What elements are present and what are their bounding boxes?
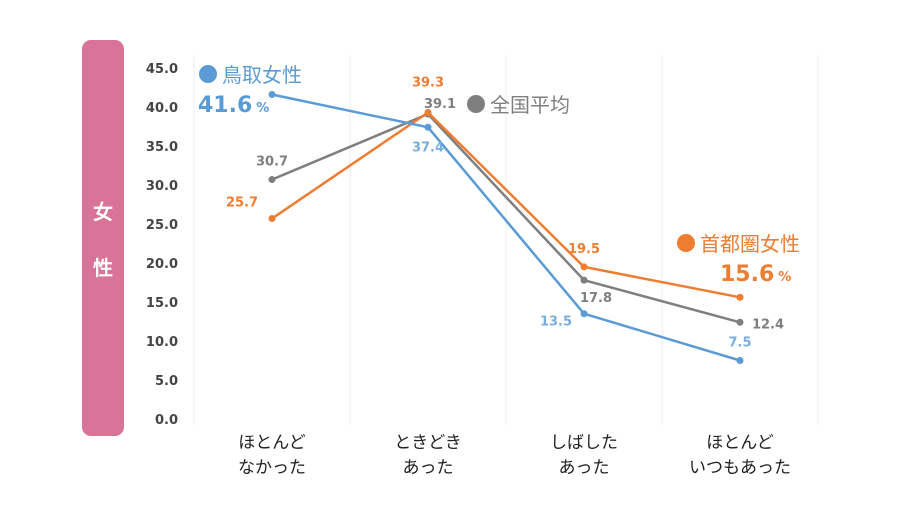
data-label-national: 12.4 <box>752 317 784 332</box>
category-label: あった <box>403 458 454 478</box>
legend-label-national: 全国平均 <box>490 93 570 117</box>
y-tick-label: 5.0 <box>155 374 178 389</box>
legend-dot-tottori <box>199 65 217 83</box>
data-point-national <box>580 276 588 284</box>
y-tick-label: 45.0 <box>146 62 178 77</box>
data-point-tottori <box>424 123 432 131</box>
category-label: しばした <box>550 433 618 453</box>
side-label-char: 女 <box>93 200 113 224</box>
category-label: ほとんど <box>706 433 774 453</box>
category-label: ほとんど <box>238 433 306 453</box>
category-label: あった <box>559 458 610 478</box>
data-point-national <box>268 176 276 184</box>
side-label-char: 性 <box>93 256 113 280</box>
data-label-national: 30.7 <box>256 155 288 170</box>
legend-dot-national <box>467 95 485 113</box>
data-label-tottori: 13.5 <box>540 315 572 330</box>
legend-label-tottori: 鳥取女性 <box>222 63 302 87</box>
y-tick-label: 35.0 <box>146 140 178 155</box>
y-tick-label: 10.0 <box>146 335 178 350</box>
callout-tottori: 41.6% <box>198 93 269 118</box>
data-label-tottori: 37.4 <box>412 140 444 155</box>
data-point-tottori <box>268 91 276 99</box>
y-tick-label: 15.0 <box>146 296 178 311</box>
data-label-metro: 39.3 <box>412 75 444 90</box>
category-label: ときどき <box>394 433 462 453</box>
legend-label-metro: 首都圏女性 <box>700 232 800 256</box>
legend-dot-metro <box>677 234 695 252</box>
data-label-tottori: 7.5 <box>728 336 751 351</box>
side-tab <box>82 40 124 436</box>
data-label-national: 17.8 <box>580 291 612 306</box>
data-label-metro: 19.5 <box>568 242 600 257</box>
series-line-metro <box>271 110 741 299</box>
y-tick-label: 20.0 <box>146 257 178 272</box>
y-tick-label: 25.0 <box>146 218 178 233</box>
data-point-metro <box>268 215 276 223</box>
series-line-tottori <box>271 93 741 362</box>
data-point-tottori <box>580 310 588 318</box>
data-point-national <box>736 318 744 326</box>
y-tick-label: 40.0 <box>146 101 178 116</box>
data-point-tottori <box>736 357 744 364</box>
data-label-metro: 25.7 <box>226 196 258 211</box>
y-tick-label: 0.0 <box>155 413 178 428</box>
callout-metro: 15.6% <box>720 262 791 287</box>
category-label: いつもあった <box>689 458 791 478</box>
data-point-metro <box>736 293 744 301</box>
data-point-metro <box>424 108 432 116</box>
data-point-metro <box>580 263 588 271</box>
category-label: なかった <box>238 458 306 478</box>
series-line-national <box>271 112 741 324</box>
y-tick-label: 30.0 <box>146 179 178 194</box>
data-label-national: 39.1 <box>424 97 456 112</box>
